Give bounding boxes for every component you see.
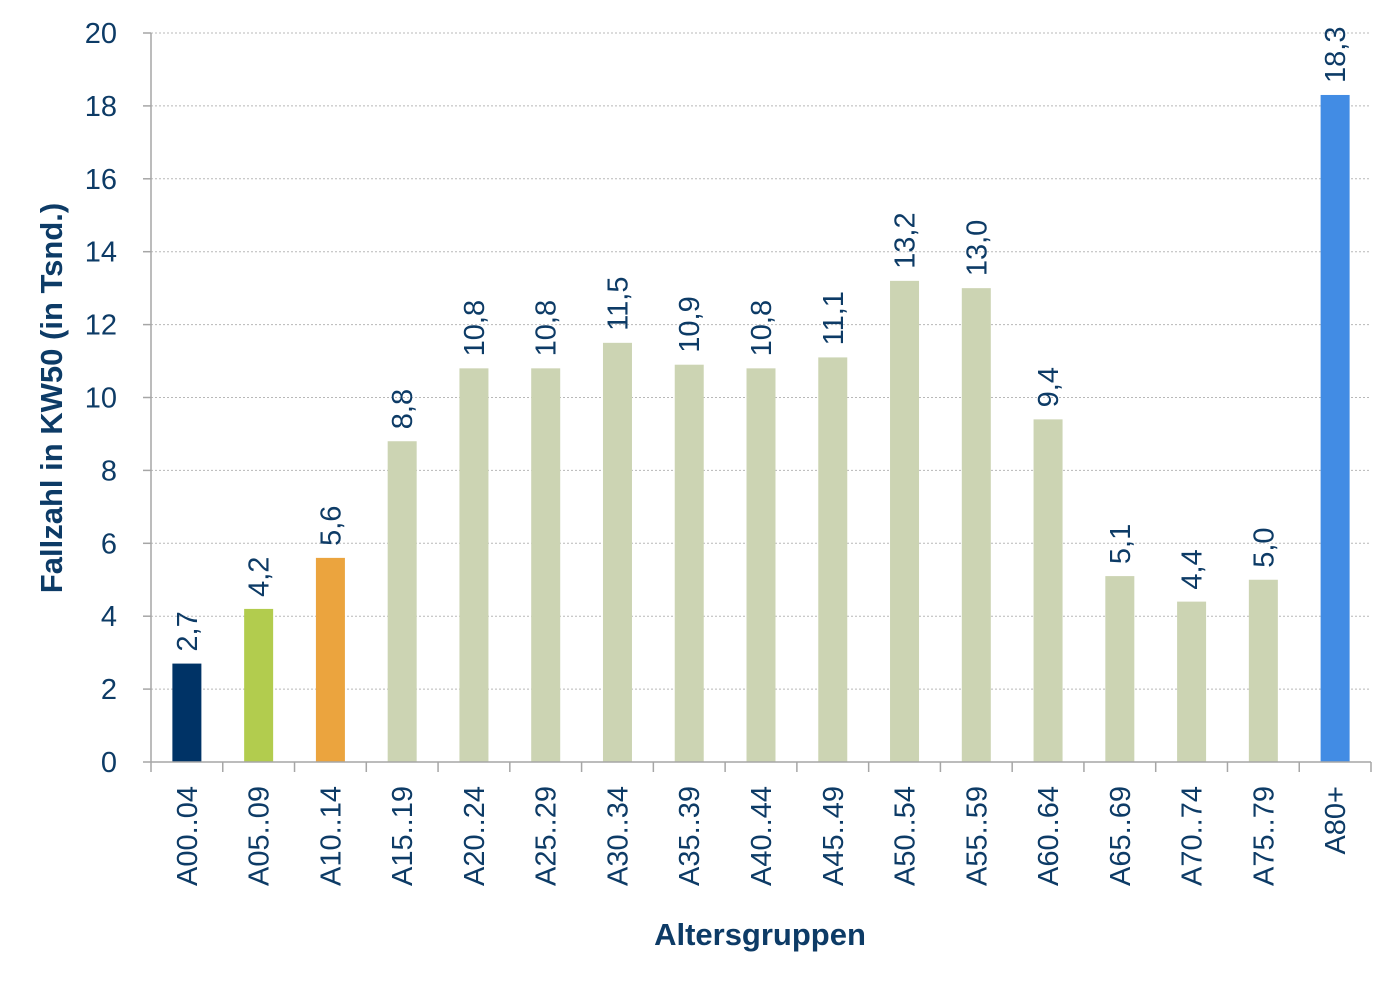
x-tick-label: A15..19	[387, 786, 419, 886]
data-label: 10,8	[531, 300, 563, 356]
x-tick-label: A50..54	[890, 786, 922, 886]
axes: 0 2 4 6 8 10 12 14 16 18 20 A00..04 A05..09 A10..14 A1…	[85, 18, 1372, 886]
data-label: 4,2	[244, 557, 276, 597]
data-label: 13,0	[961, 220, 993, 276]
x-tick-label: A20..24	[459, 786, 491, 886]
data-label: 5,6	[315, 506, 347, 546]
y-tick-label: 20	[85, 18, 117, 50]
y-tick-label: 2	[101, 674, 117, 706]
data-label: 5,0	[1248, 527, 1280, 567]
x-tick-label: A55..59	[961, 786, 993, 886]
x-tick-label: A40..44	[746, 786, 778, 886]
bar-A80+	[1320, 94, 1350, 763]
bar-A50..54	[890, 280, 920, 762]
y-tick-label: 14	[85, 237, 117, 269]
y-tick-label: 0	[101, 747, 117, 779]
y-tick-label: 4	[101, 601, 117, 633]
y-tick-label: 10	[85, 383, 117, 415]
x-tick-label: A70..74	[1177, 786, 1209, 886]
x-tick-label: A75..79	[1248, 786, 1280, 886]
bar-A00..04	[172, 663, 202, 762]
x-tick-label: A45..49	[818, 786, 850, 886]
bars	[172, 94, 1350, 763]
data-label: 8,8	[387, 389, 419, 429]
value-labels: 2,7 4,2 5,6 8,8 10,8 10,8 11,5 10,9 10,8 11,1 13,2…	[172, 27, 1352, 652]
y-tick-label: 12	[85, 310, 117, 342]
data-label: 18,3	[1320, 27, 1352, 83]
data-label: 10,8	[459, 300, 491, 356]
bar-A65..69	[1105, 576, 1135, 762]
x-tick-label: A65..69	[1105, 786, 1137, 886]
data-label: 11,5	[602, 277, 634, 331]
bar-A60..64	[1033, 419, 1063, 762]
bar-A30..34	[602, 342, 632, 762]
y-tick-label: 6	[101, 528, 117, 560]
y-tick-label: 18	[85, 91, 117, 123]
bar-A40..44	[746, 368, 776, 762]
x-tick-label: A80+	[1320, 786, 1352, 855]
data-label: 13,2	[890, 212, 922, 268]
bar-A10..14	[315, 557, 345, 762]
x-tick-label: A60..64	[1033, 786, 1065, 886]
data-label: 5,1	[1105, 524, 1137, 564]
x-tick-label: A35..39	[674, 786, 706, 886]
x-tick-label: A05..09	[244, 786, 276, 886]
data-label: 2,7	[172, 611, 204, 651]
data-label: 10,9	[674, 296, 706, 352]
data-label: 9,4	[1033, 367, 1065, 407]
x-tick-label: A00..04	[172, 786, 204, 886]
bar-A70..74	[1177, 601, 1207, 762]
data-label: 10,8	[746, 300, 778, 356]
y-tick-label: 8	[101, 455, 117, 487]
x-tick-label: A25..29	[531, 786, 563, 886]
data-label: 4,4	[1177, 549, 1209, 589]
x-tick-label: A30..34	[602, 786, 634, 886]
bar-A25..29	[531, 368, 561, 762]
bar-A55..59	[961, 288, 991, 762]
bar-A35..39	[674, 364, 704, 762]
y-tick-label: 16	[85, 164, 117, 196]
bar-A05..09	[244, 608, 274, 762]
bar-A15..19	[387, 441, 417, 762]
bar-A75..79	[1248, 579, 1278, 762]
data-label: 11,1	[818, 291, 850, 345]
y-axis-title: Fallzahl in KW50 (in Tsnd.)	[34, 203, 69, 593]
bar-A20..24	[459, 368, 489, 762]
x-axis-title: Altersgruppen	[654, 917, 866, 952]
x-tick-label: A10..14	[315, 786, 347, 886]
bar-A45..49	[818, 357, 848, 762]
